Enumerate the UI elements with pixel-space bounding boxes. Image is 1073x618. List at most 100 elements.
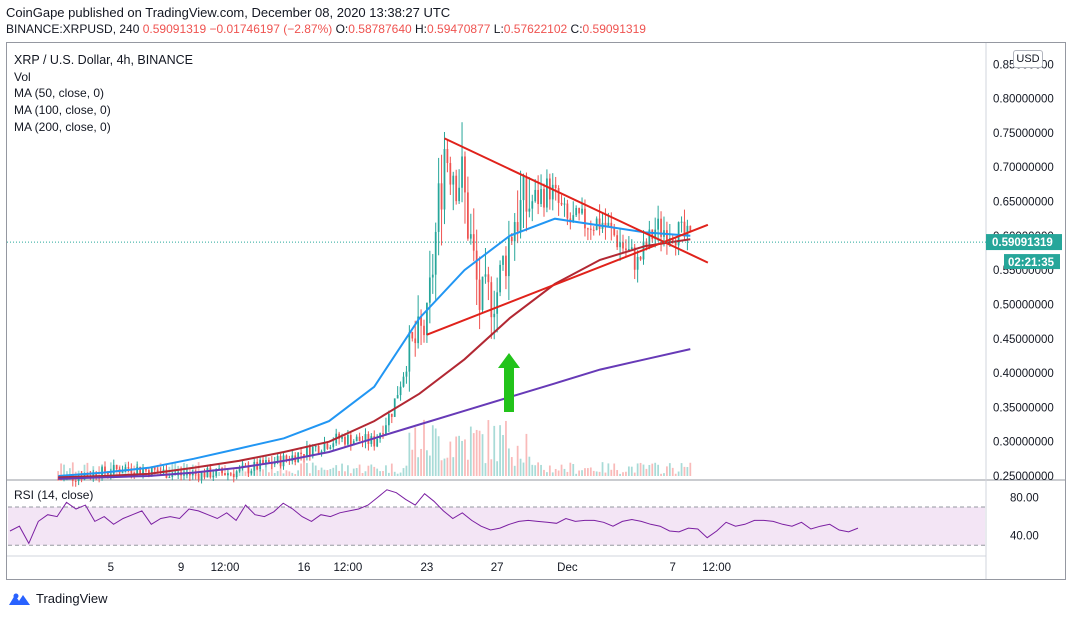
volume-bar (86, 462, 89, 476)
volume-bar (314, 465, 317, 476)
volume-bar (587, 468, 589, 476)
volume-bar (469, 426, 472, 476)
volume-bar (197, 462, 200, 476)
volume-bar (630, 466, 633, 476)
volume-bar (411, 449, 414, 476)
time-axis-label: Dec (557, 562, 578, 574)
volume-bar (285, 470, 288, 476)
candle-body (417, 316, 420, 344)
candle-body (639, 256, 642, 260)
volume-bar (414, 427, 417, 476)
volume-bar (546, 472, 548, 476)
high-label: H: (415, 22, 428, 36)
volume-bar (300, 463, 302, 476)
volume-bar (475, 429, 478, 476)
volume-bar (364, 471, 367, 476)
volume-bar (188, 467, 191, 476)
volume-bar (297, 470, 300, 476)
candle-body (531, 201, 534, 209)
volume-bar (98, 466, 101, 476)
volume-bar (677, 471, 680, 476)
volume-bar (516, 445, 519, 476)
volume-bar (385, 465, 387, 476)
candle-body (145, 469, 147, 471)
volume-bar (613, 463, 616, 476)
candle-body (674, 241, 677, 246)
volume-bar (584, 468, 586, 476)
price-axis-label: 0.35000000 (993, 402, 1054, 414)
volume-bar (592, 470, 595, 476)
time-axis-label: 7 (670, 562, 676, 574)
volume-bar (522, 462, 525, 476)
legend-ma50: MA (50, close, 0) (14, 86, 105, 100)
volume-bar (317, 470, 320, 476)
open-label: O: (335, 22, 349, 36)
candle-body (262, 459, 264, 465)
candle-body (150, 467, 153, 476)
volume-bar (651, 463, 654, 476)
volume-bar (481, 434, 484, 476)
candle-body (60, 479, 62, 481)
candle-body (224, 473, 226, 475)
volume-bar (408, 432, 411, 476)
candle-body (238, 468, 241, 472)
volume-bar (642, 464, 645, 476)
footer-brand: TradingView (36, 591, 108, 606)
volume-bar (349, 473, 352, 476)
candle-body (513, 222, 516, 242)
candle-body (452, 175, 455, 185)
candle-body (200, 471, 203, 480)
volume-bar (276, 471, 279, 476)
volume-bar (622, 472, 624, 476)
volume-bar (537, 462, 540, 476)
candle-body (92, 472, 95, 478)
volume-bar (458, 435, 460, 476)
candle-body (443, 149, 446, 210)
candle-body (575, 207, 578, 216)
volume-bar (373, 466, 376, 476)
volume-bar (554, 468, 557, 476)
volume-bar (633, 472, 636, 476)
candle-body (464, 156, 466, 193)
volume-bar (563, 468, 566, 476)
candle-body (227, 473, 229, 475)
price-axis-label: 0.25000000 (993, 471, 1054, 483)
candle-body (537, 189, 540, 205)
candle-body (472, 234, 475, 251)
candle-body (153, 467, 156, 470)
volume-bar (326, 470, 329, 476)
volume-bar (598, 471, 601, 476)
candle-body (203, 471, 206, 478)
volume-bar (262, 469, 264, 476)
candle-body (519, 200, 522, 232)
volume-bar (610, 469, 613, 476)
volume-bar (256, 465, 259, 476)
candle-body (554, 184, 557, 189)
volume-bar (499, 425, 501, 476)
candle-body (431, 274, 434, 278)
currency-button[interactable]: USD (1013, 50, 1043, 68)
candle-body (373, 436, 376, 447)
symbol-label: BINANCE:XRPUSD, 240 (6, 22, 140, 36)
volume-bar (279, 462, 282, 476)
volume-bar (308, 473, 311, 476)
volume-bar (396, 473, 399, 476)
volume-bar (607, 463, 610, 476)
candle-body (645, 241, 648, 248)
price-axis-label: 0.65000000 (993, 197, 1054, 209)
candle-body (364, 434, 367, 442)
volume-bar (390, 463, 393, 476)
volume-bar (399, 472, 402, 476)
volume-bar (668, 463, 671, 476)
candle-body (86, 474, 89, 477)
candle-body (469, 234, 472, 239)
volume-bar (487, 420, 490, 476)
time-axis-label: 16 (298, 562, 311, 574)
volume-bar (566, 471, 569, 476)
volume-bar (171, 463, 174, 476)
candle-body (139, 466, 141, 474)
candle-body (112, 464, 115, 474)
countdown-tag (1004, 254, 1060, 270)
volume-bar (63, 464, 65, 476)
